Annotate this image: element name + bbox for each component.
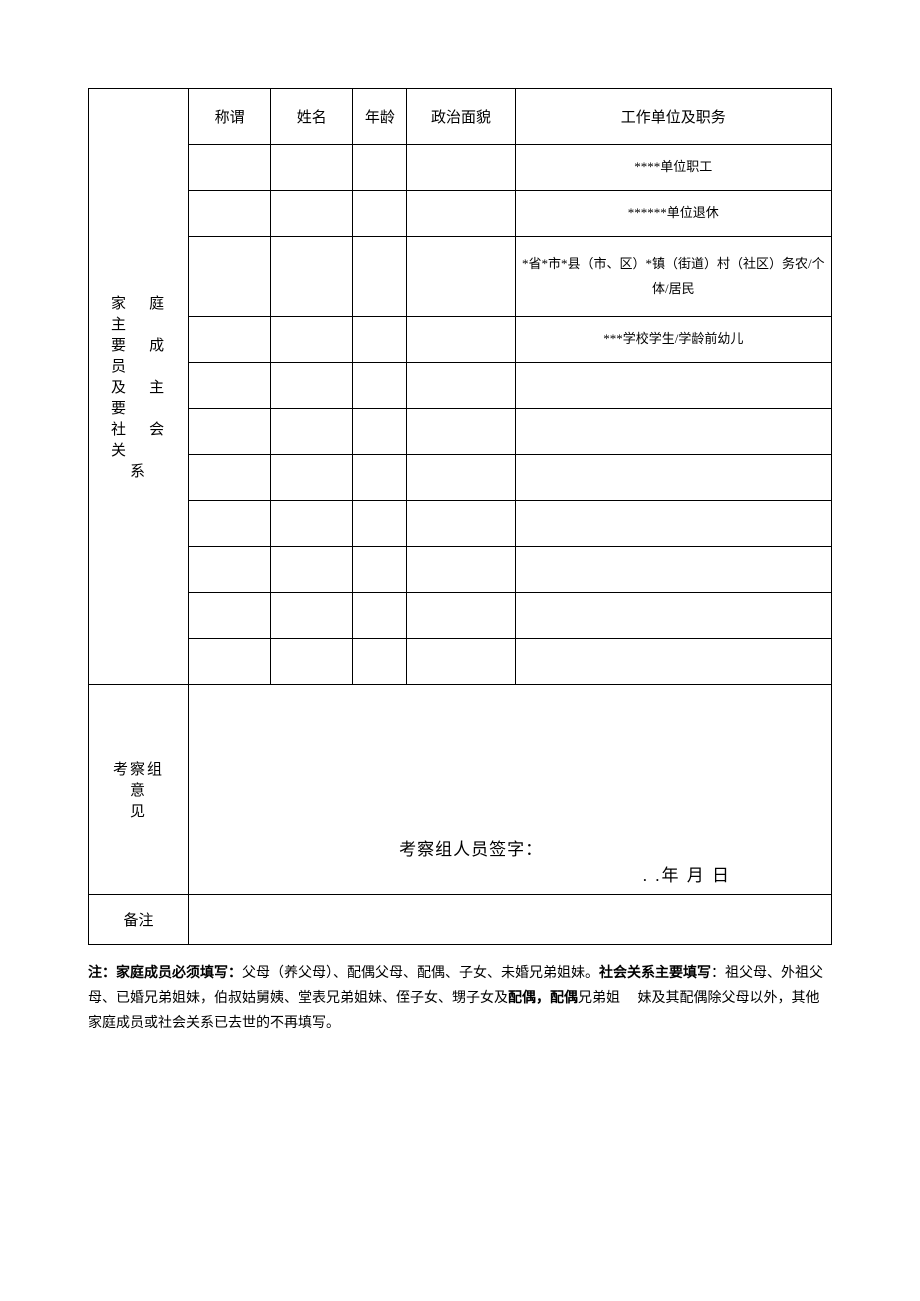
table-row xyxy=(89,363,832,409)
cell[interactable] xyxy=(189,363,271,409)
date-prefix: . . xyxy=(643,866,662,885)
cell[interactable] xyxy=(271,455,353,501)
cell[interactable] xyxy=(189,455,271,501)
signature-label: 考察组人员签字： xyxy=(399,835,543,860)
cell[interactable]: ****单位职工 xyxy=(515,145,831,191)
cell[interactable] xyxy=(515,639,831,685)
table-row: ******单位退休 xyxy=(89,191,832,237)
footnote-text1: 父母（养父母）、配偶父母、配偶、子女、未婚兄弟姐妹。 xyxy=(242,966,599,981)
cell[interactable] xyxy=(189,409,271,455)
footnote-bold1: 家庭成员必须填写： xyxy=(116,966,242,981)
section1-label-l1: 家 庭 主 xyxy=(111,292,166,334)
cell[interactable] xyxy=(407,593,515,639)
cell[interactable] xyxy=(353,455,407,501)
footnote: 注：家庭成员必须填写：父母（养父母）、配偶父母、配偶、子女、未婚兄弟姐妹。社会关… xyxy=(88,961,832,1037)
section2-label: 考察组 意 见 xyxy=(89,685,189,895)
cell[interactable] xyxy=(189,639,271,685)
cell[interactable] xyxy=(189,501,271,547)
col-header-workunit: 工作单位及职务 xyxy=(515,89,831,145)
cell[interactable] xyxy=(353,145,407,191)
col-header-political: 政治面貌 xyxy=(407,89,515,145)
cell[interactable] xyxy=(407,547,515,593)
cell[interactable] xyxy=(407,317,515,363)
cell[interactable] xyxy=(407,191,515,237)
col-header-relation: 称谓 xyxy=(189,89,271,145)
table-row: ***学校学生/学龄前幼儿 xyxy=(89,317,832,363)
footnote-bold3: 配偶，配偶 xyxy=(508,991,578,1006)
cell[interactable]: ***学校学生/学龄前幼儿 xyxy=(515,317,831,363)
cell[interactable] xyxy=(407,455,515,501)
col-header-age: 年龄 xyxy=(353,89,407,145)
cell[interactable] xyxy=(353,409,407,455)
footnote-prefix: 注： xyxy=(88,966,116,981)
cell[interactable] xyxy=(189,593,271,639)
cell[interactable] xyxy=(353,639,407,685)
cell[interactable] xyxy=(271,363,353,409)
cell[interactable] xyxy=(353,501,407,547)
cell[interactable] xyxy=(515,593,831,639)
table-row xyxy=(89,547,832,593)
table-row xyxy=(89,593,832,639)
cell[interactable] xyxy=(407,145,515,191)
cell[interactable] xyxy=(515,363,831,409)
date-label: . .年 月 日 xyxy=(643,861,731,886)
cell[interactable] xyxy=(271,237,353,317)
cell[interactable]: ******单位退休 xyxy=(515,191,831,237)
section1-label-l5: 系 xyxy=(111,460,166,481)
cell[interactable] xyxy=(353,237,407,317)
section1-label: 家 庭 主 要 成 员 及 主 要 社 会 关 系 xyxy=(89,89,189,685)
section3-label: 备注 xyxy=(89,895,189,945)
date-ymd: 年 月 日 xyxy=(662,866,732,885)
cell[interactable] xyxy=(271,547,353,593)
cell[interactable] xyxy=(407,363,515,409)
cell[interactable] xyxy=(515,547,831,593)
cell[interactable] xyxy=(515,409,831,455)
cell[interactable] xyxy=(407,237,515,317)
header-row: 家 庭 主 要 成 员 及 主 要 社 会 关 系 称谓 姓名 年龄 政治面貌 … xyxy=(89,89,832,145)
table-row xyxy=(89,501,832,547)
cell[interactable] xyxy=(189,145,271,191)
cell[interactable] xyxy=(271,639,353,685)
opinion-row: 考察组 意 见 考察组人员签字： . .年 月 日 xyxy=(89,685,832,895)
opinion-cell[interactable]: 考察组人员签字： . .年 月 日 xyxy=(189,685,832,895)
footnote-bold2: 社会关系主要填写 xyxy=(599,966,711,981)
cell[interactable] xyxy=(189,547,271,593)
remark-cell[interactable] xyxy=(189,895,832,945)
cell[interactable] xyxy=(271,501,353,547)
section2-label-l2: 见 xyxy=(111,800,166,821)
cell[interactable] xyxy=(189,237,271,317)
section1-label-l4: 社 会 关 xyxy=(111,418,166,460)
section2-label-l1: 考察组 意 xyxy=(111,758,166,800)
cell[interactable] xyxy=(189,191,271,237)
table-row xyxy=(89,409,832,455)
cell[interactable] xyxy=(353,363,407,409)
cell[interactable] xyxy=(515,455,831,501)
section1-label-l2: 要 成 员 xyxy=(111,334,166,376)
cell[interactable] xyxy=(407,639,515,685)
table-row xyxy=(89,455,832,501)
cell[interactable] xyxy=(271,145,353,191)
cell[interactable] xyxy=(515,501,831,547)
cell[interactable] xyxy=(407,501,515,547)
cell[interactable] xyxy=(353,191,407,237)
cell[interactable] xyxy=(271,317,353,363)
cell[interactable] xyxy=(189,317,271,363)
table-row: *省*市*县（市、区）*镇（街道）村（社区）务农/个体/居民 xyxy=(89,237,832,317)
cell[interactable] xyxy=(353,317,407,363)
form-table: 家 庭 主 要 成 员 及 主 要 社 会 关 系 称谓 姓名 年龄 政治面貌 … xyxy=(88,88,832,945)
cell[interactable] xyxy=(271,191,353,237)
section1-label-l3: 及 主 要 xyxy=(111,376,166,418)
cell[interactable]: *省*市*县（市、区）*镇（街道）村（社区）务农/个体/居民 xyxy=(515,237,831,317)
remark-row: 备注 xyxy=(89,895,832,945)
cell[interactable] xyxy=(271,593,353,639)
cell[interactable] xyxy=(353,547,407,593)
col-header-name: 姓名 xyxy=(271,89,353,145)
cell[interactable] xyxy=(353,593,407,639)
cell[interactable] xyxy=(407,409,515,455)
cell[interactable] xyxy=(271,409,353,455)
table-row xyxy=(89,639,832,685)
table-row: ****单位职工 xyxy=(89,145,832,191)
